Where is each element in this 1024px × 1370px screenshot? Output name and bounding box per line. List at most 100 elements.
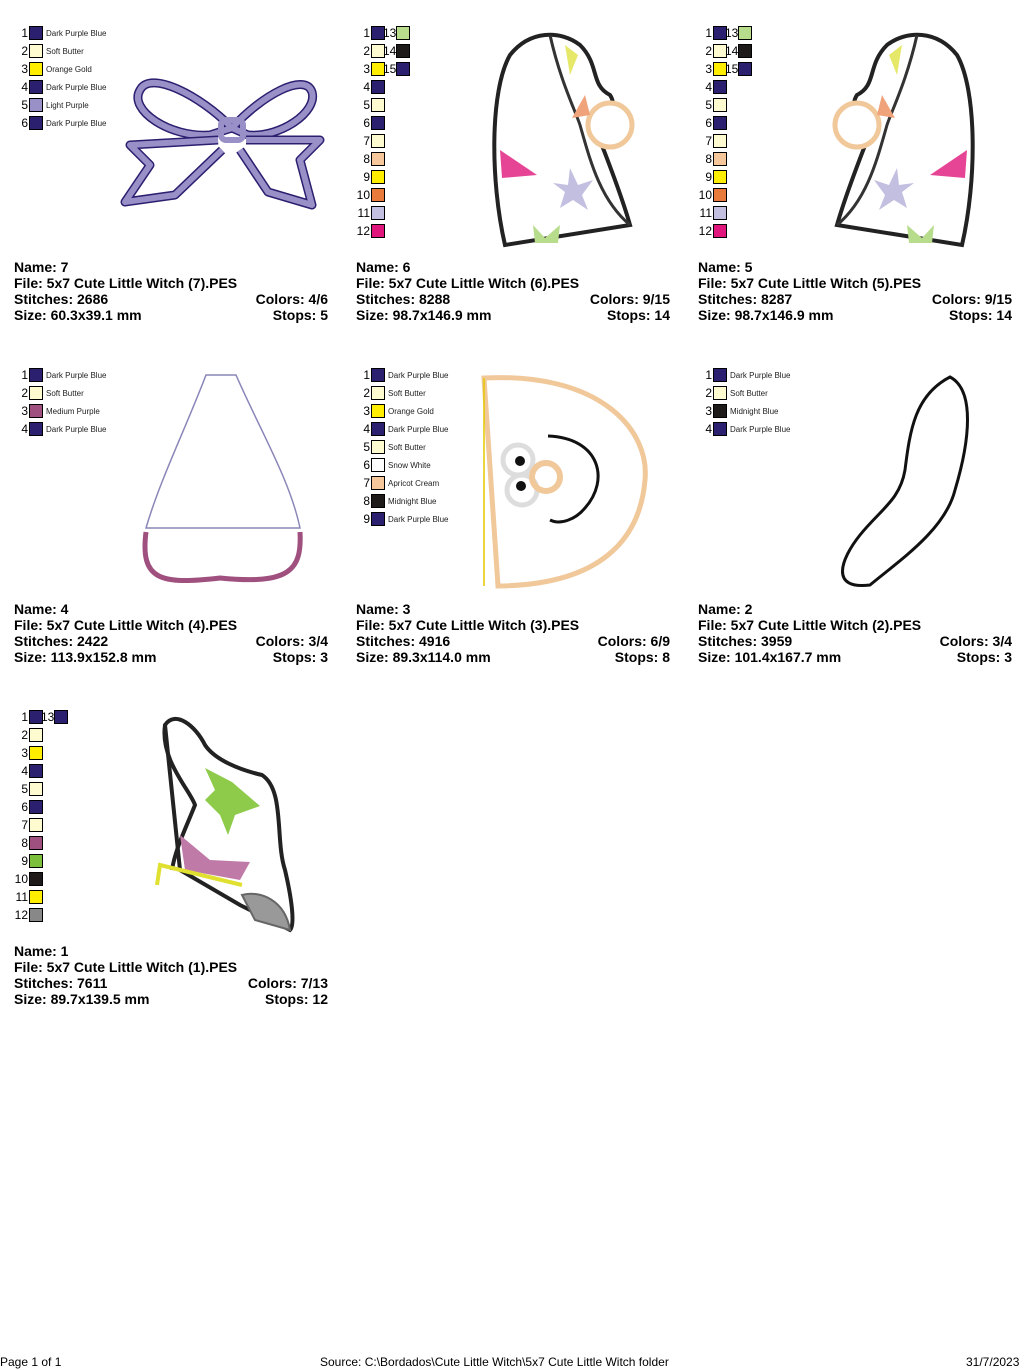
color-swatch	[371, 404, 385, 418]
color-name: Dark Purple Blue	[730, 424, 791, 434]
stitch-count: Stitches: 3959	[698, 633, 793, 649]
color-swatch	[713, 98, 727, 112]
color-number: 5	[705, 98, 712, 112]
color-swatch	[713, 368, 727, 382]
palette-entry: 6	[698, 115, 727, 131]
design-name: Name: 7	[14, 259, 69, 275]
palette-entry: 6 Dark Purple Blue	[14, 115, 106, 131]
palette-entry: 11	[14, 889, 43, 905]
color-swatch	[54, 710, 68, 724]
color-swatch	[371, 206, 385, 220]
palette-entry: 4 Dark Purple Blue	[14, 79, 106, 95]
color-number: 5	[363, 440, 370, 454]
color-number: 6	[705, 116, 712, 130]
color-swatch	[29, 872, 43, 886]
color-swatch	[713, 152, 727, 166]
color-number: 8	[705, 152, 712, 166]
design-info: Name: 7 File: 5x7 Cute Little Witch (7).P…	[14, 259, 328, 323]
palette-entry: 4 Dark Purple Blue	[698, 421, 790, 437]
color-number: 9	[705, 170, 712, 184]
color-number: 1	[363, 368, 370, 382]
color-number: 4	[21, 80, 28, 94]
design-name: Name: 5	[698, 259, 753, 275]
color-number: 8	[363, 494, 370, 508]
design-size: Size: 98.7x146.9 mm	[698, 307, 834, 323]
color-swatch	[713, 188, 727, 202]
palette-entry: 8	[14, 835, 43, 851]
color-number: 5	[363, 98, 370, 112]
design-name: Name: 2	[698, 601, 753, 617]
page-number: Page 1 of 1	[0, 1355, 62, 1369]
color-name: Midnight Blue	[730, 406, 779, 416]
palette-entry: 5	[356, 97, 385, 113]
palette-entry: 13	[725, 25, 752, 41]
color-number: 11	[15, 890, 28, 904]
palette-entry: 1 Dark Purple Blue	[356, 367, 448, 383]
color-swatch	[371, 386, 385, 400]
source-path: Source: C:\Bordados\Cute Little Witch\5x…	[320, 1355, 669, 1369]
color-swatch	[713, 206, 727, 220]
stop-count: Stops: 8	[614, 649, 670, 665]
design-file: File: 5x7 Cute Little Witch (5).PES	[698, 275, 922, 291]
color-number: 10	[356, 188, 370, 202]
stop-count: Stops: 3	[956, 649, 1012, 665]
color-number: 8	[21, 836, 28, 850]
color-number: 4	[21, 422, 28, 436]
color-swatch	[371, 98, 385, 112]
color-number: 2	[21, 44, 28, 58]
color-swatch	[29, 62, 43, 76]
palette-entry: 8	[356, 151, 385, 167]
palette-entry: 2 Soft Butter	[14, 43, 84, 59]
color-swatch	[713, 134, 727, 148]
palette-entry: 11	[698, 205, 727, 221]
color-swatch	[371, 512, 385, 526]
design-size: Size: 89.7x139.5 mm	[14, 991, 150, 1007]
color-name: Soft Butter	[46, 46, 84, 56]
palette-entry: 4	[356, 79, 385, 95]
color-swatch	[29, 890, 43, 904]
color-swatch	[371, 44, 385, 58]
color-number: 11	[357, 206, 370, 220]
hat-design-image-6	[492, 32, 635, 248]
color-swatch	[29, 44, 43, 58]
color-count: Colors: 6/9	[597, 633, 670, 649]
color-swatch	[371, 476, 385, 490]
palette-entry: 6 Snow White	[356, 457, 431, 473]
design-name: Name: 4	[14, 601, 69, 617]
palette-entry: 3 Medium Purple	[14, 403, 100, 419]
color-number: 2	[21, 728, 28, 742]
color-swatch	[371, 440, 385, 454]
color-swatch	[29, 710, 43, 724]
color-swatch	[713, 116, 727, 130]
color-number: 9	[363, 512, 370, 526]
design-file: File: 5x7 Cute Little Witch (6).PES	[356, 275, 580, 291]
color-number: 13	[725, 26, 739, 40]
palette-entry: 9	[356, 169, 385, 185]
palette-entry: 5	[14, 781, 43, 797]
color-swatch	[29, 764, 43, 778]
palette-entry: 7	[356, 133, 385, 149]
color-number: 3	[21, 746, 28, 760]
color-number: 7	[705, 134, 712, 148]
color-swatch	[371, 80, 385, 94]
color-swatch	[713, 44, 727, 58]
color-number: 7	[21, 818, 28, 832]
palette-entry: 9	[14, 853, 43, 869]
color-swatch	[713, 80, 727, 94]
palette-entry: 4 Dark Purple Blue	[14, 421, 106, 437]
palette-entry: 8 Midnight Blue	[356, 493, 436, 509]
color-count: Colors: 3/4	[939, 633, 1012, 649]
color-number: 2	[705, 44, 712, 58]
color-swatch	[396, 44, 410, 58]
palette-entry: 7	[14, 817, 43, 833]
palette-entry: 12	[14, 907, 43, 923]
color-swatch	[371, 368, 385, 382]
color-swatch	[396, 62, 410, 76]
color-swatch	[371, 62, 385, 76]
color-number: 3	[705, 62, 712, 76]
design-size: Size: 98.7x146.9 mm	[356, 307, 492, 323]
color-swatch	[371, 170, 385, 184]
color-swatch	[29, 98, 43, 112]
color-number: 15	[725, 62, 739, 76]
color-swatch	[713, 386, 727, 400]
